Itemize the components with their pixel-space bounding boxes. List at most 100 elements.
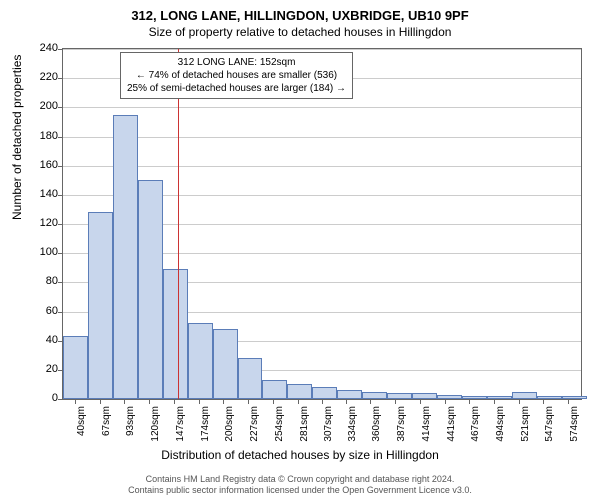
xtick-label: 547sqm (544, 406, 555, 446)
ytick-mark (58, 166, 63, 167)
xtick-label: 494sqm (495, 406, 506, 446)
annotation-box: 312 LONG LANE: 152sqm ← 74% of detached … (120, 52, 353, 99)
histogram-bar (163, 269, 188, 399)
xtick-mark (469, 399, 470, 404)
ytick-label: 120 (28, 217, 58, 229)
ytick-label: 20 (28, 363, 58, 375)
histogram-bar (188, 323, 213, 399)
ytick-label: 180 (28, 130, 58, 142)
x-axis-label: Distribution of detached houses by size … (0, 448, 600, 462)
xtick-label: 174sqm (200, 406, 211, 446)
xtick-mark (420, 399, 421, 404)
xtick-label: 67sqm (101, 406, 112, 446)
histogram-bar (537, 396, 562, 399)
annotation-line1: 312 LONG LANE: 152sqm (127, 56, 346, 69)
chart-plot-area (62, 48, 582, 400)
grid-line (63, 137, 581, 138)
annotation-line2: ← 74% of detached houses are smaller (53… (127, 69, 346, 82)
xtick-mark (298, 399, 299, 404)
xtick-label: 281sqm (299, 406, 310, 446)
ytick-mark (58, 49, 63, 50)
ytick-mark (58, 137, 63, 138)
grid-line (63, 107, 581, 108)
ytick-mark (58, 224, 63, 225)
xtick-mark (322, 399, 323, 404)
ytick-mark (58, 282, 63, 283)
histogram-bar (337, 390, 362, 399)
histogram-bar (462, 396, 487, 399)
xtick-mark (199, 399, 200, 404)
ytick-label: 60 (28, 305, 58, 317)
footer-line2: Contains public sector information licen… (0, 485, 600, 497)
ytick-mark (58, 107, 63, 108)
xtick-label: 574sqm (569, 406, 580, 446)
ytick-mark (58, 312, 63, 313)
ytick-label: 160 (28, 159, 58, 171)
histogram-bar (512, 392, 537, 399)
ytick-mark (58, 253, 63, 254)
xtick-mark (568, 399, 569, 404)
xtick-label: 441sqm (446, 406, 457, 446)
xtick-mark (174, 399, 175, 404)
xtick-label: 387sqm (396, 406, 407, 446)
xtick-label: 521sqm (520, 406, 531, 446)
ytick-label: 200 (28, 100, 58, 112)
xtick-label: 307sqm (323, 406, 334, 446)
xtick-mark (248, 399, 249, 404)
xtick-mark (519, 399, 520, 404)
xtick-label: 147sqm (175, 406, 186, 446)
histogram-bar (437, 395, 462, 399)
chart-title-address: 312, LONG LANE, HILLINGDON, UXBRIDGE, UB… (0, 0, 600, 23)
xtick-mark (100, 399, 101, 404)
histogram-bar (562, 396, 587, 399)
xtick-mark (273, 399, 274, 404)
reference-line (178, 49, 179, 399)
footer-attribution: Contains HM Land Registry data © Crown c… (0, 474, 600, 497)
ytick-label: 0 (28, 392, 58, 404)
xtick-label: 200sqm (224, 406, 235, 446)
xtick-label: 254sqm (274, 406, 285, 446)
ytick-label: 80 (28, 275, 58, 287)
footer-line1: Contains HM Land Registry data © Crown c… (0, 474, 600, 486)
histogram-bar (88, 212, 113, 399)
xtick-mark (346, 399, 347, 404)
xtick-mark (395, 399, 396, 404)
xtick-label: 414sqm (421, 406, 432, 446)
histogram-bar (412, 393, 437, 399)
xtick-label: 360sqm (371, 406, 382, 446)
annotation-line3: 25% of semi-detached houses are larger (… (127, 82, 346, 95)
grid-line (63, 49, 581, 50)
xtick-label: 334sqm (347, 406, 358, 446)
xtick-label: 93sqm (125, 406, 136, 446)
xtick-mark (543, 399, 544, 404)
ytick-label: 100 (28, 246, 58, 258)
ytick-label: 240 (28, 42, 58, 54)
histogram-bar (63, 336, 88, 399)
histogram-bar (113, 115, 138, 399)
xtick-mark (445, 399, 446, 404)
histogram-bar (362, 392, 387, 399)
histogram-bar (387, 393, 412, 399)
xtick-label: 467sqm (470, 406, 481, 446)
xtick-mark (149, 399, 150, 404)
ytick-label: 40 (28, 334, 58, 346)
histogram-bar (238, 358, 263, 399)
xtick-mark (494, 399, 495, 404)
histogram-bar (287, 384, 312, 399)
y-axis-label: Number of detached properties (10, 55, 24, 220)
ytick-mark (58, 78, 63, 79)
ytick-mark (58, 399, 63, 400)
histogram-bar (312, 387, 337, 399)
xtick-label: 120sqm (150, 406, 161, 446)
ytick-mark (58, 195, 63, 196)
xtick-mark (124, 399, 125, 404)
histogram-bar (213, 329, 238, 399)
ytick-label: 220 (28, 71, 58, 83)
xtick-label: 40sqm (76, 406, 87, 446)
xtick-mark (223, 399, 224, 404)
ytick-label: 140 (28, 188, 58, 200)
xtick-mark (370, 399, 371, 404)
grid-line (63, 166, 581, 167)
chart-subtitle: Size of property relative to detached ho… (0, 23, 600, 39)
xtick-label: 227sqm (249, 406, 260, 446)
